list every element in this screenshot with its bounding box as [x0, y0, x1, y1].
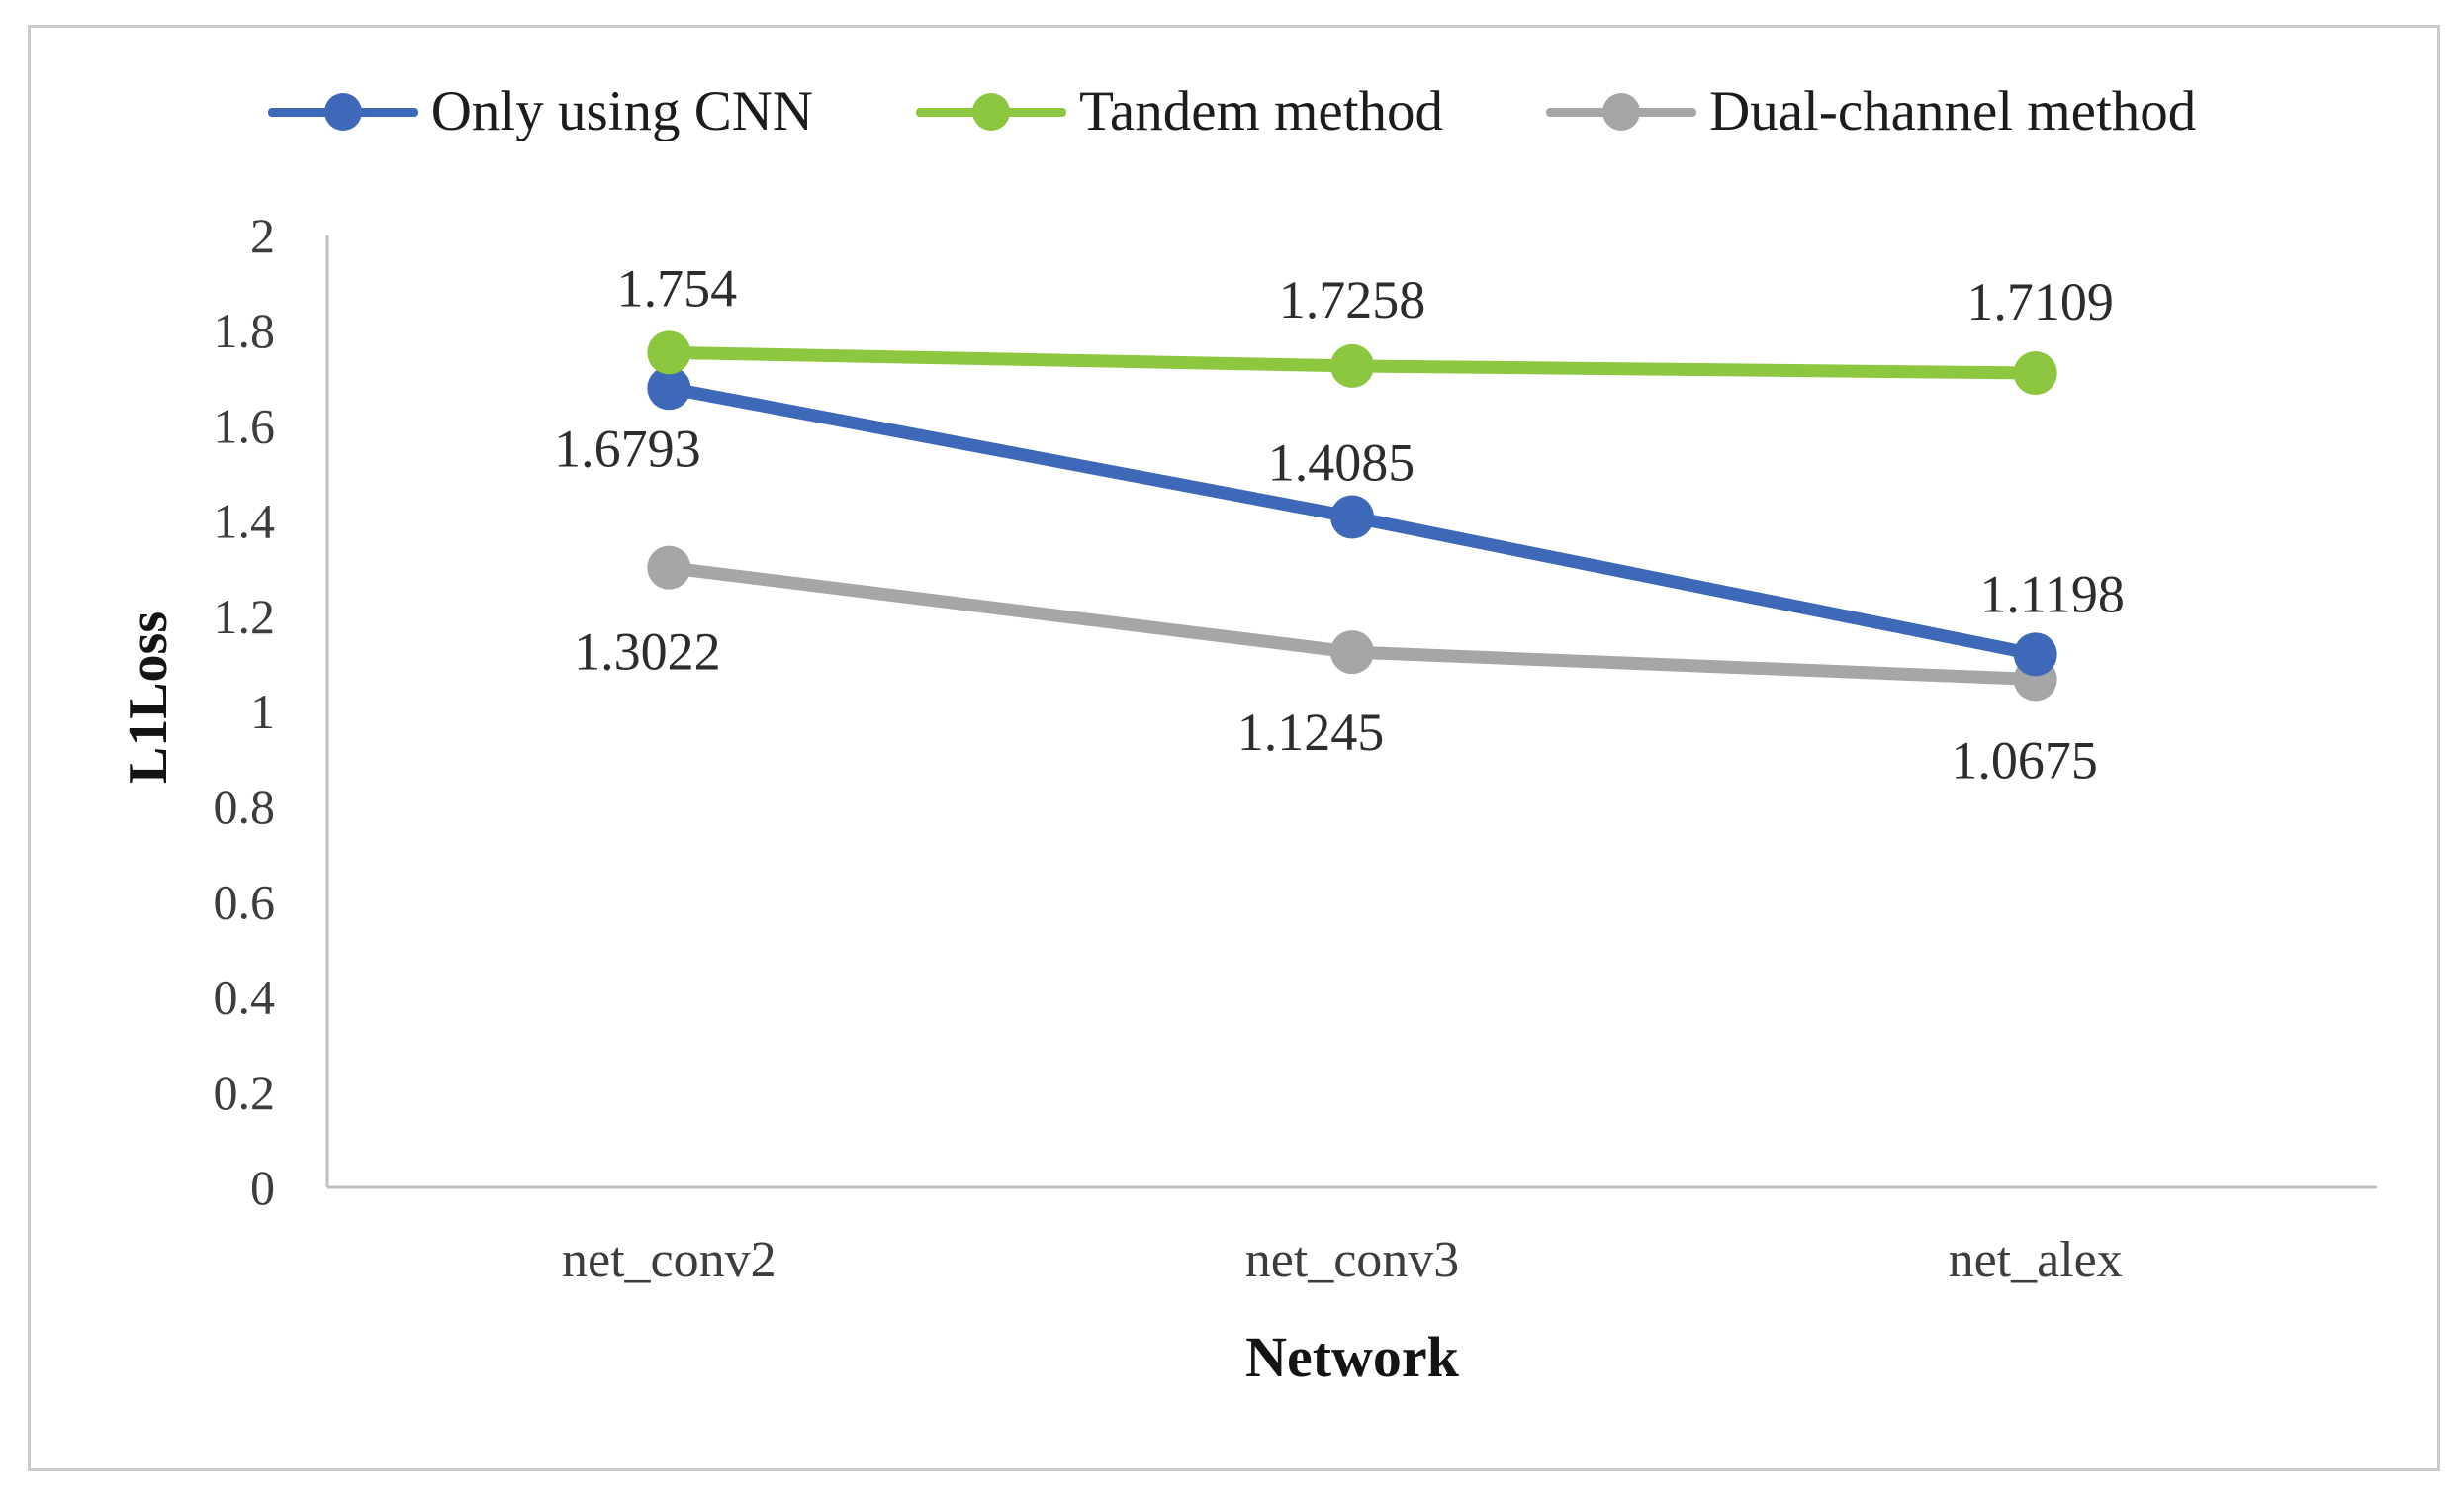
data-point [2013, 351, 2057, 396]
data-point [647, 545, 691, 590]
y-tick-label: 1.4 [214, 494, 276, 549]
data-label: 1.7109 [1966, 272, 2114, 331]
legend-label: Dual-channel method [1709, 80, 2197, 142]
legend-line-dot-marker [267, 90, 418, 134]
data-point [2013, 632, 2057, 677]
data-label: 1.7258 [1279, 270, 1426, 329]
legend-item-only-using-cnn: Only using CNN [267, 80, 814, 142]
y-tick-label: 2 [250, 208, 275, 263]
y-tick-label: 1.8 [214, 303, 276, 358]
data-point [647, 366, 691, 411]
data-label: 1.0675 [1951, 731, 2098, 791]
data-point [1330, 495, 1374, 539]
y-tick-label: 0.6 [214, 874, 276, 929]
data-label: 1.6793 [554, 419, 701, 478]
y-tick-label: 0.4 [214, 970, 276, 1025]
x-tick-label: net_alex [1949, 1232, 2123, 1288]
data-point [1330, 630, 1374, 675]
data-point [1330, 343, 1374, 388]
data-label: 1.754 [617, 258, 738, 318]
data-label: 1.1245 [1237, 703, 1385, 762]
legend-label: Tandem method [1079, 80, 1444, 142]
chart-legend: Only using CNN Tandem method Dual-channe… [0, 83, 2464, 140]
y-tick-label: 1 [250, 684, 275, 739]
data-label: 1.3022 [574, 622, 721, 682]
y-tick-label: 0 [250, 1160, 275, 1215]
legend-item-dual-channel-method: Dual-channel method [1546, 83, 2196, 140]
y-tick-label: 0.8 [214, 779, 276, 834]
legend-line-dot-marker [916, 90, 1067, 134]
x-tick-label: net_conv3 [1245, 1232, 1460, 1288]
x-axis-title: Network [1245, 1325, 1459, 1389]
y-tick-label: 1.2 [214, 589, 276, 644]
y-tick-label: 0.2 [214, 1065, 276, 1120]
y-tick-label: 1.6 [214, 398, 276, 453]
figure-frame [28, 25, 2440, 1471]
legend-label: Only using CNN [430, 80, 814, 142]
data-point [647, 330, 691, 375]
x-tick-label: net_conv2 [562, 1232, 776, 1288]
data-label: 1.1198 [1979, 564, 2125, 623]
legend-line-dot-marker [1546, 90, 1697, 134]
data-label: 1.4085 [1268, 433, 1415, 493]
legend-item-tandem-method: Tandem method [916, 83, 1443, 140]
